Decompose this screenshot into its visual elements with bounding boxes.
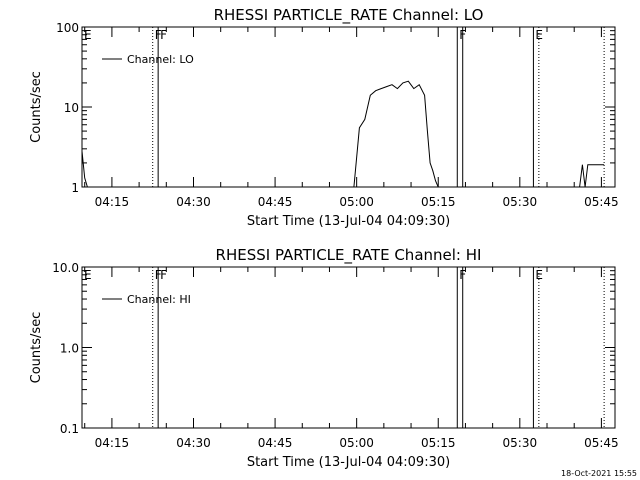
x-tick-label: 04:30: [176, 195, 211, 209]
chart-title: RHESSI PARTICLE_RATE Channel: HI: [216, 246, 482, 265]
plot-frame: [81, 26, 616, 188]
flag-label: E: [535, 268, 543, 282]
x-tick-label: 05:30: [503, 195, 538, 209]
flag-label: F: [160, 28, 167, 42]
x-axis-label: Start Time (13-Jul-04 04:09:30): [247, 214, 450, 229]
y-tick-label: 100: [56, 21, 79, 35]
chart-title: RHESSI PARTICLE_RATE Channel: LO: [214, 6, 484, 25]
legend-label: Channel: LO: [127, 53, 194, 66]
x-tick-label: 04:45: [258, 436, 293, 450]
y-tick-label: 0.1: [60, 422, 79, 436]
y-axis-label: Counts/sec: [29, 312, 44, 384]
x-tick-label: 05:45: [584, 195, 619, 209]
flag-label: E: [535, 28, 543, 42]
x-tick-label: 04:45: [258, 195, 293, 209]
flag-label: F: [160, 268, 167, 282]
hi-channel-panel: RHESSI PARTICLE_RATE Channel: HI Start Ti…: [29, 246, 619, 470]
x-tick-label: 05:00: [339, 436, 374, 450]
flag-label: E: [84, 268, 92, 282]
x-tick-label: 04:15: [95, 195, 130, 209]
y-tick-label: 1.0: [60, 342, 79, 356]
legend-label: Channel: HI: [127, 293, 191, 306]
y-tick-label: 1: [71, 181, 79, 195]
series-line: [81, 80, 605, 188]
lo-channel-panel: RHESSI PARTICLE_RATE Channel: LO Start Ti…: [29, 6, 619, 229]
y-tick-label: 10: [64, 101, 79, 115]
y-axis-label: Counts/sec: [29, 71, 44, 143]
flag-label: E: [84, 28, 92, 42]
x-tick-label: 05:15: [421, 436, 456, 450]
x-tick-label: 04:15: [95, 436, 130, 450]
x-tick-label: 05:00: [339, 195, 374, 209]
x-tick-label: 05:45: [584, 436, 619, 450]
x-tick-label: 04:30: [176, 436, 211, 450]
x-tick-label: 05:30: [503, 436, 538, 450]
generation-timestamp: 18-Oct-2021 15:55: [561, 469, 637, 478]
x-tick-label: 05:15: [421, 195, 456, 209]
x-axis-label: Start Time (13-Jul-04 04:09:30): [247, 455, 450, 470]
plot-frame: [81, 266, 616, 429]
y-tick-label: 10.0: [52, 261, 79, 275]
